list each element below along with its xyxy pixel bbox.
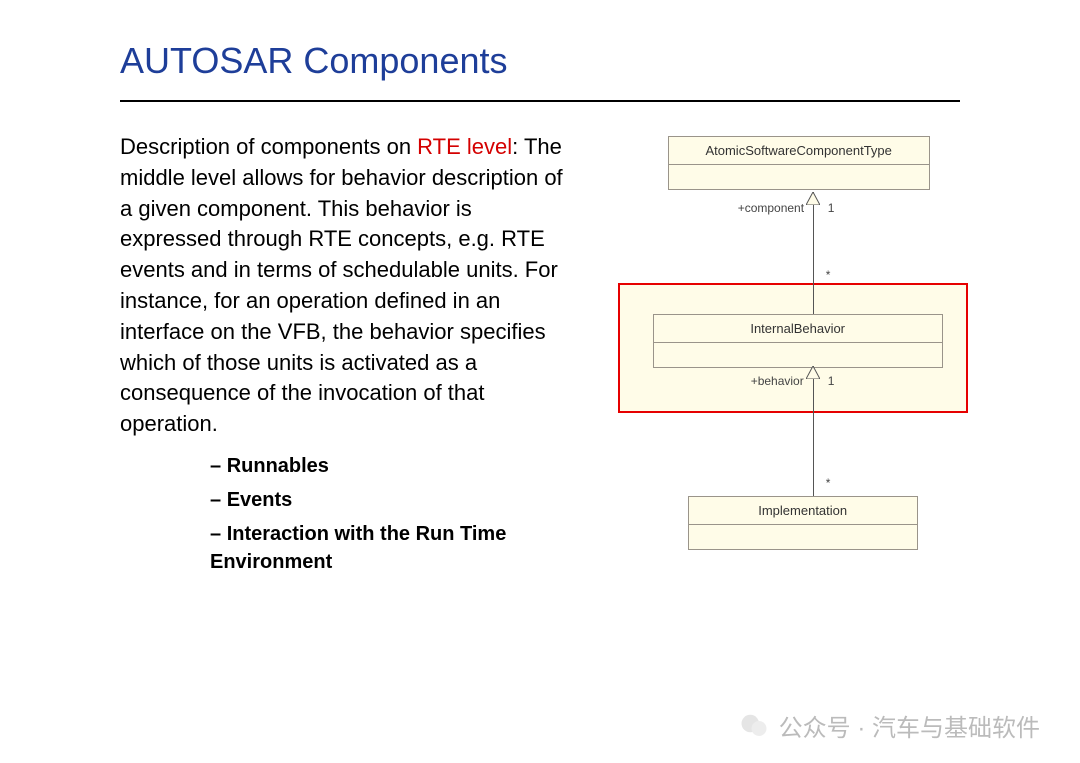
bullet-item: Interaction with the Run Time Environmen… xyxy=(210,520,578,576)
uml-diagram: AtomicSoftwareComponentType InternalBeha… xyxy=(608,136,968,576)
content-row: Description of components on RTE level: … xyxy=(60,132,1020,582)
slide-title: AUTOSAR Components xyxy=(120,40,1020,82)
uml-box-implementation: Implementation xyxy=(688,496,918,550)
body-highlight: RTE level xyxy=(417,134,512,159)
uml-box-internalbehavior: InternalBehavior xyxy=(653,314,943,368)
slide-page: AUTOSAR Components Description of compon… xyxy=(0,0,1080,763)
body-paragraph: Description of components on RTE level: … xyxy=(120,132,578,440)
bullet-item: Runnables xyxy=(210,452,578,480)
uml-box-name: AtomicSoftwareComponentType xyxy=(669,137,929,165)
bullet-item: Events xyxy=(210,486,578,514)
edge-label: +behavior xyxy=(751,374,804,388)
bullet-list: Runnables Events Interaction with the Ru… xyxy=(210,452,578,576)
uml-arrowhead-icon xyxy=(806,366,820,379)
uml-box-body xyxy=(669,165,929,189)
divider xyxy=(120,100,960,102)
edge-multiplicity: 1 xyxy=(828,201,835,215)
uml-box-atomic: AtomicSoftwareComponentType xyxy=(668,136,930,190)
uml-box-name: Implementation xyxy=(689,497,917,525)
uml-box-body xyxy=(689,525,917,549)
body-prefix: Description of components on xyxy=(120,134,417,159)
edge-multiplicity: * xyxy=(826,268,831,282)
body-rest: : The middle level allows for behavior d… xyxy=(120,134,563,436)
edge-label: +component xyxy=(738,201,804,215)
diagram-column: AtomicSoftwareComponentType InternalBeha… xyxy=(608,132,1000,582)
watermark-text: 公众号 · 汽车与基础软件 xyxy=(779,708,1040,743)
uml-edge xyxy=(813,192,814,314)
text-column: Description of components on RTE level: … xyxy=(120,132,578,582)
edge-multiplicity: 1 xyxy=(828,374,835,388)
uml-edge xyxy=(813,366,814,496)
uml-box-body xyxy=(654,343,942,367)
edge-multiplicity: * xyxy=(826,476,831,490)
watermark: 公众号 · 汽车与基础软件 xyxy=(739,708,1040,743)
uml-arrowhead-icon xyxy=(806,192,820,205)
wechat-icon xyxy=(739,711,769,741)
uml-box-name: InternalBehavior xyxy=(654,315,942,343)
